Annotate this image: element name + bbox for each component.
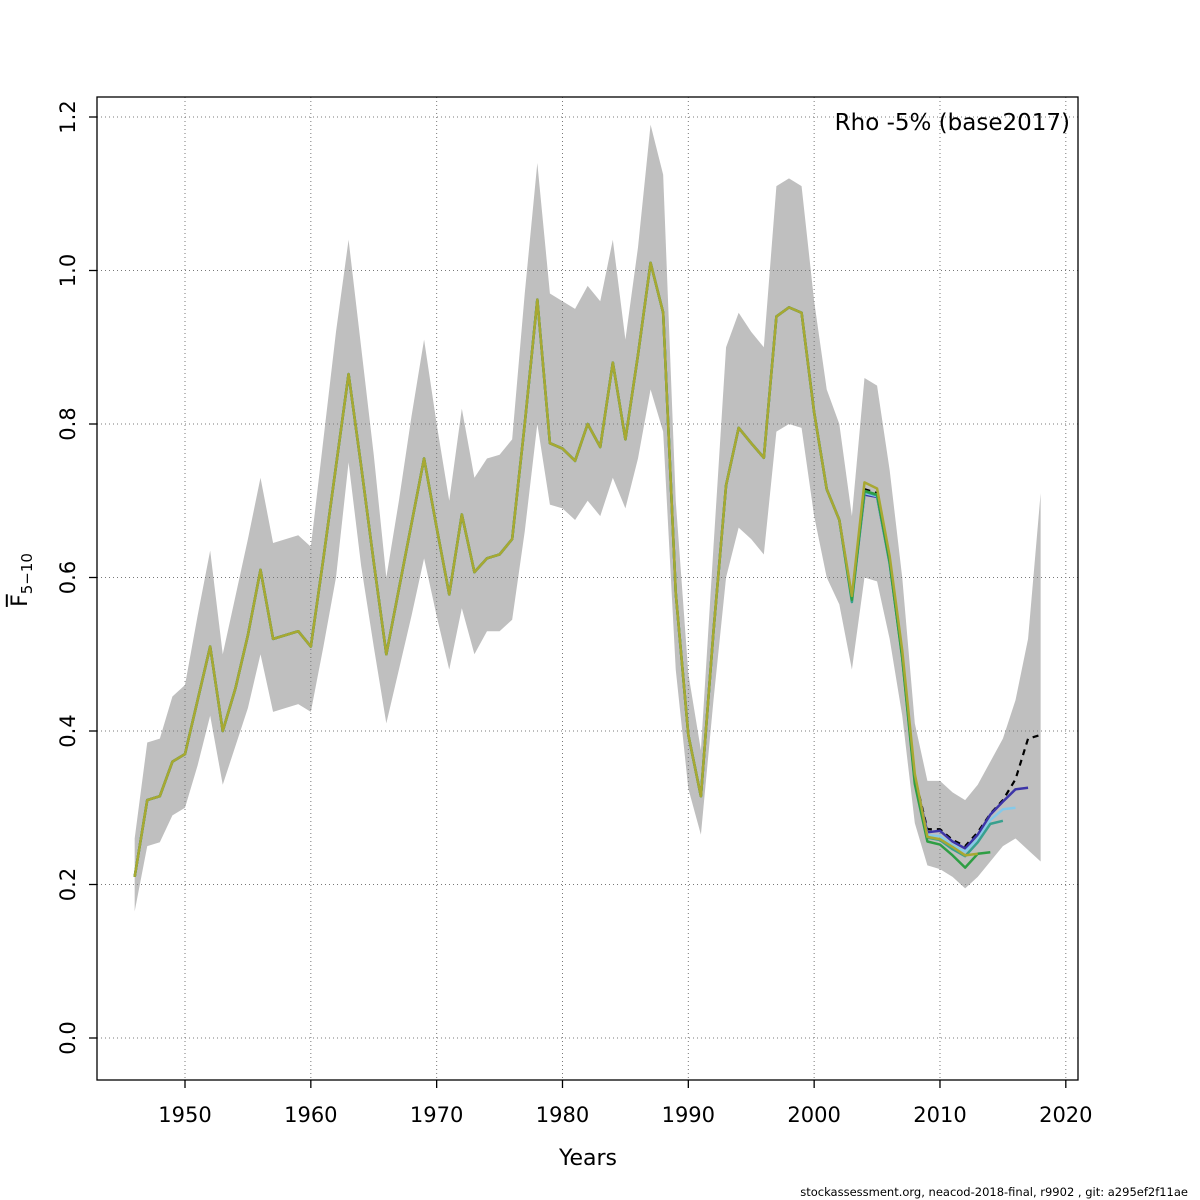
confidence-band-base-run: [134, 124, 1041, 912]
x-tick-label: 1980: [536, 1103, 589, 1127]
y-axis-label: F5−10: [8, 553, 36, 607]
retro-peel-2013: [133, 261, 978, 878]
plot-border: [96, 96, 1079, 1081]
y-tick-label: 1.2: [56, 100, 80, 133]
x-tick-label: 1960: [284, 1103, 337, 1127]
y-tick-label: 0.0: [56, 1021, 80, 1054]
y-tick-label: 0.6: [56, 561, 80, 594]
y-axis-label-subscript: 5−10: [18, 553, 37, 595]
x-tick-label: 2000: [787, 1103, 840, 1127]
x-tick-label: 1970: [410, 1103, 463, 1127]
y-tick-label: 0.4: [56, 714, 80, 747]
x-tick-label: 2020: [1039, 1103, 1092, 1127]
y-tick-label: 0.8: [56, 407, 80, 440]
x-axis-label: Years: [558, 1146, 618, 1171]
x-tick-label: 1990: [662, 1103, 715, 1127]
y-axis-label-letter: F: [7, 594, 33, 607]
x-tick-label: 2010: [913, 1103, 966, 1127]
x-tick-label: 1950: [158, 1103, 211, 1127]
plot-title: Rho -5% (base2017): [834, 110, 1070, 136]
footer-note: stockassessment.org, neacod-2018-final, …: [800, 1185, 1188, 1199]
axis-tick-labels: 1950 1960 1970 1980 1990 2000 2010 2020 0.0 0.2 0.…: [56, 100, 1093, 1127]
y-tick-label: 1.0: [56, 254, 80, 287]
axis-ticks: [89, 116, 1067, 1088]
y-tick-label: 0.2: [56, 868, 80, 901]
